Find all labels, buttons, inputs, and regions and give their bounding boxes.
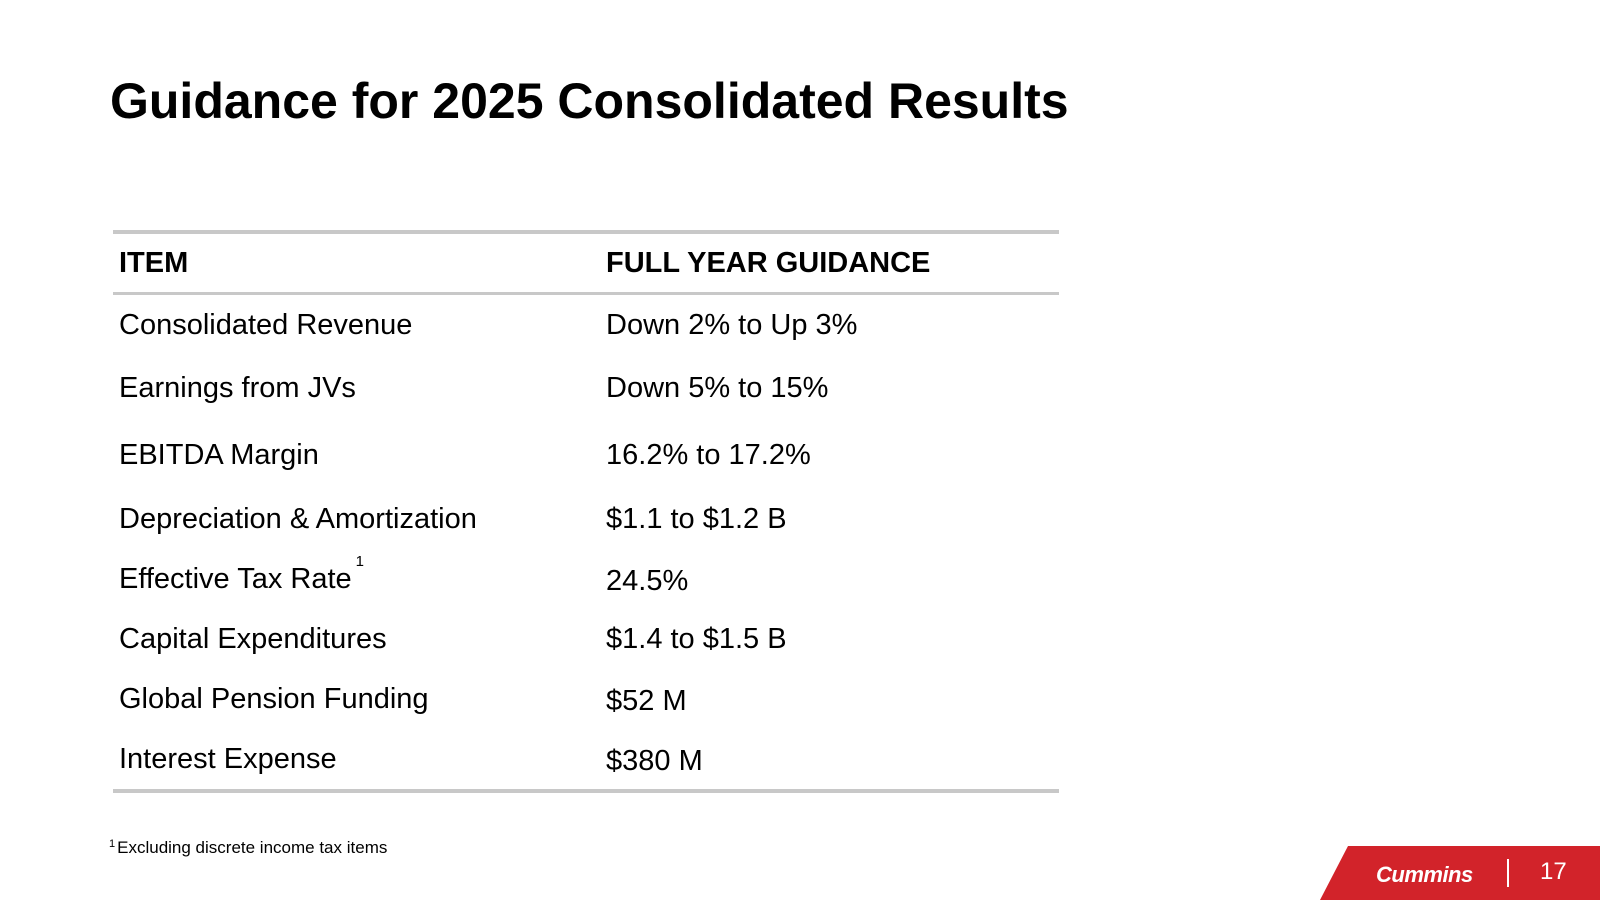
table-row: EBITDA Margin 16.2% to 17.2% bbox=[113, 422, 1059, 489]
row-item-text: Effective Tax Rate bbox=[119, 562, 352, 595]
row-guidance: 16.2% to 17.2% bbox=[606, 439, 811, 471]
table-row: Earnings from JVs Down 5% to 15% bbox=[113, 355, 1059, 422]
brand-divider bbox=[1507, 859, 1509, 887]
row-item: Earnings from JVs bbox=[119, 372, 356, 404]
footnote: 1 Excluding discrete income tax items bbox=[109, 838, 387, 858]
footnote-number: 1 bbox=[109, 838, 116, 850]
guidance-table: ITEM FULL YEAR GUIDANCE Consolidated Rev… bbox=[113, 230, 1059, 793]
page-number: 17 bbox=[1540, 858, 1567, 885]
column-header-guidance: FULL YEAR GUIDANCE bbox=[606, 246, 931, 279]
row-guidance: 24.5% bbox=[606, 564, 689, 597]
row-guidance: Down 5% to 15% bbox=[606, 372, 829, 404]
row-item: Depreciation & Amortization bbox=[119, 502, 477, 535]
table-row: Effective Tax Rate1 24.5% bbox=[113, 549, 1059, 609]
row-item: Capital Expenditures bbox=[119, 622, 387, 655]
row-guidance: $1.4 to $1.5 B bbox=[606, 622, 787, 655]
table-row: Global Pension Funding $52 M bbox=[113, 669, 1059, 729]
table-row: Capital Expenditures $1.4 to $1.5 B bbox=[113, 609, 1059, 669]
column-header-item: ITEM bbox=[119, 246, 189, 279]
row-item: Consolidated Revenue bbox=[119, 308, 413, 341]
table-row: Interest Expense $380 M bbox=[113, 729, 1059, 789]
row-guidance: Down 2% to Up 3% bbox=[606, 308, 858, 341]
footnote-marker: 1 bbox=[355, 552, 365, 570]
row-item: EBITDA Margin bbox=[119, 439, 319, 471]
row-guidance: $380 M bbox=[606, 744, 703, 777]
table-row: Consolidated Revenue Down 2% to Up 3% bbox=[113, 295, 1059, 355]
row-item: Global Pension Funding bbox=[119, 682, 429, 715]
row-guidance: $52 M bbox=[606, 684, 687, 717]
cummins-logo: Cummins bbox=[1376, 862, 1473, 887]
table-row: Depreciation & Amortization $1.1 to $1.2… bbox=[113, 489, 1059, 549]
slide-title: Guidance for 2025 Consolidated Results bbox=[110, 73, 1069, 129]
row-item: Interest Expense bbox=[119, 742, 337, 775]
row-item: Effective Tax Rate1 bbox=[113, 553, 606, 596]
table-header-row: ITEM FULL YEAR GUIDANCE bbox=[113, 234, 1059, 295]
row-guidance: $1.1 to $1.2 B bbox=[606, 502, 787, 535]
brand-bar bbox=[1320, 846, 1600, 900]
footnote-text: Excluding discrete income tax items bbox=[117, 838, 388, 857]
